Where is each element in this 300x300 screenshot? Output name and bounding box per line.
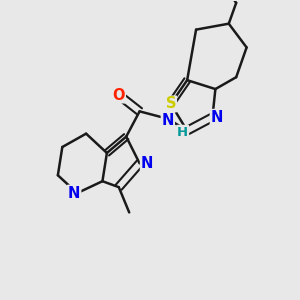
Text: O: O [112,88,125,103]
Text: H: H [177,126,188,139]
Text: N: N [162,113,174,128]
Text: S: S [166,96,176,111]
Text: N: N [211,110,223,125]
Text: N: N [68,186,80,201]
Text: N: N [141,156,153,171]
